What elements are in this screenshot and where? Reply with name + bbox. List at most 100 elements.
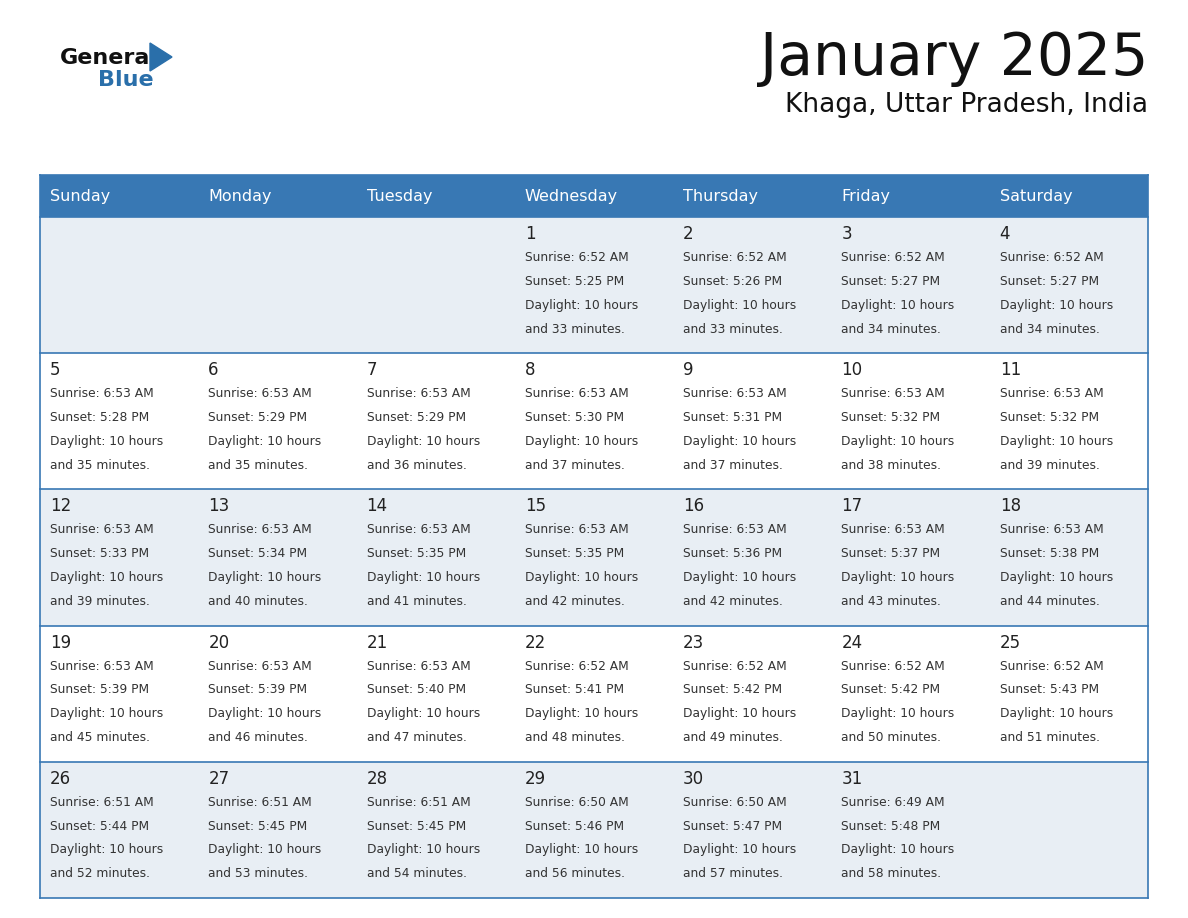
Text: 11: 11 — [1000, 361, 1020, 379]
Text: 4: 4 — [1000, 225, 1010, 243]
Text: Thursday: Thursday — [683, 188, 758, 204]
Text: Sunset: 5:36 PM: Sunset: 5:36 PM — [683, 547, 782, 560]
Text: and 46 minutes.: and 46 minutes. — [208, 731, 308, 744]
Text: Sunset: 5:37 PM: Sunset: 5:37 PM — [841, 547, 941, 560]
Text: Daylight: 10 hours: Daylight: 10 hours — [841, 435, 955, 448]
Text: Daylight: 10 hours: Daylight: 10 hours — [208, 435, 322, 448]
Text: Daylight: 10 hours: Daylight: 10 hours — [208, 571, 322, 584]
Bar — [40, 175, 198, 217]
Bar — [40, 489, 1148, 625]
Text: 15: 15 — [525, 498, 546, 515]
Text: Sunset: 5:28 PM: Sunset: 5:28 PM — [50, 411, 150, 424]
Text: Daylight: 10 hours: Daylight: 10 hours — [50, 571, 163, 584]
Text: Daylight: 10 hours: Daylight: 10 hours — [683, 707, 796, 721]
Text: Sunrise: 6:53 AM: Sunrise: 6:53 AM — [1000, 387, 1104, 400]
Text: 27: 27 — [208, 770, 229, 788]
Text: Sunday: Sunday — [50, 188, 110, 204]
Text: 30: 30 — [683, 770, 704, 788]
Text: Sunrise: 6:52 AM: Sunrise: 6:52 AM — [1000, 251, 1104, 264]
Text: 22: 22 — [525, 633, 546, 652]
Text: Sunset: 5:42 PM: Sunset: 5:42 PM — [683, 683, 782, 697]
Text: Sunrise: 6:52 AM: Sunrise: 6:52 AM — [683, 251, 786, 264]
Text: 21: 21 — [367, 633, 387, 652]
Text: Daylight: 10 hours: Daylight: 10 hours — [50, 844, 163, 856]
Text: Sunrise: 6:51 AM: Sunrise: 6:51 AM — [50, 796, 153, 809]
Text: 23: 23 — [683, 633, 704, 652]
Text: 25: 25 — [1000, 633, 1020, 652]
Text: Sunset: 5:42 PM: Sunset: 5:42 PM — [841, 683, 941, 697]
Text: and 52 minutes.: and 52 minutes. — [50, 868, 150, 880]
Text: Sunrise: 6:53 AM: Sunrise: 6:53 AM — [841, 523, 946, 536]
Text: and 47 minutes.: and 47 minutes. — [367, 731, 467, 744]
Text: Tuesday: Tuesday — [367, 188, 432, 204]
Text: and 49 minutes.: and 49 minutes. — [683, 731, 783, 744]
Text: Daylight: 10 hours: Daylight: 10 hours — [841, 707, 955, 721]
Text: Daylight: 10 hours: Daylight: 10 hours — [525, 298, 638, 312]
Text: and 36 minutes.: and 36 minutes. — [367, 459, 467, 472]
Text: Daylight: 10 hours: Daylight: 10 hours — [525, 435, 638, 448]
Text: 31: 31 — [841, 770, 862, 788]
Text: Daylight: 10 hours: Daylight: 10 hours — [683, 298, 796, 312]
Text: Sunset: 5:43 PM: Sunset: 5:43 PM — [1000, 683, 1099, 697]
Text: Sunset: 5:32 PM: Sunset: 5:32 PM — [841, 411, 941, 424]
Text: Sunrise: 6:52 AM: Sunrise: 6:52 AM — [841, 660, 946, 673]
Text: 14: 14 — [367, 498, 387, 515]
Text: 5: 5 — [50, 361, 61, 379]
Text: Sunset: 5:39 PM: Sunset: 5:39 PM — [208, 683, 308, 697]
Text: Sunrise: 6:50 AM: Sunrise: 6:50 AM — [525, 796, 628, 809]
Text: Sunset: 5:45 PM: Sunset: 5:45 PM — [367, 820, 466, 833]
Text: and 42 minutes.: and 42 minutes. — [683, 595, 783, 608]
Text: Daylight: 10 hours: Daylight: 10 hours — [1000, 298, 1113, 312]
Text: 2: 2 — [683, 225, 694, 243]
Text: and 34 minutes.: and 34 minutes. — [841, 322, 941, 335]
Text: Sunset: 5:46 PM: Sunset: 5:46 PM — [525, 820, 624, 833]
Text: and 39 minutes.: and 39 minutes. — [1000, 459, 1100, 472]
Text: Sunset: 5:27 PM: Sunset: 5:27 PM — [841, 274, 941, 288]
Text: and 48 minutes.: and 48 minutes. — [525, 731, 625, 744]
Text: and 33 minutes.: and 33 minutes. — [683, 322, 783, 335]
Text: 29: 29 — [525, 770, 546, 788]
Text: Sunrise: 6:51 AM: Sunrise: 6:51 AM — [208, 796, 312, 809]
Text: Sunrise: 6:52 AM: Sunrise: 6:52 AM — [1000, 660, 1104, 673]
Text: 20: 20 — [208, 633, 229, 652]
Bar — [514, 175, 674, 217]
Text: 9: 9 — [683, 361, 694, 379]
Text: Sunrise: 6:52 AM: Sunrise: 6:52 AM — [525, 660, 628, 673]
Text: Sunset: 5:26 PM: Sunset: 5:26 PM — [683, 274, 782, 288]
Text: Sunrise: 6:53 AM: Sunrise: 6:53 AM — [367, 523, 470, 536]
Text: 18: 18 — [1000, 498, 1020, 515]
Text: Daylight: 10 hours: Daylight: 10 hours — [50, 707, 163, 721]
Text: Sunrise: 6:53 AM: Sunrise: 6:53 AM — [208, 523, 312, 536]
Text: 26: 26 — [50, 770, 71, 788]
Text: 7: 7 — [367, 361, 377, 379]
Text: Sunset: 5:48 PM: Sunset: 5:48 PM — [841, 820, 941, 833]
Text: and 51 minutes.: and 51 minutes. — [1000, 731, 1100, 744]
Text: January 2025: January 2025 — [759, 30, 1148, 87]
Text: and 56 minutes.: and 56 minutes. — [525, 868, 625, 880]
Text: and 53 minutes.: and 53 minutes. — [208, 868, 308, 880]
Text: Daylight: 10 hours: Daylight: 10 hours — [367, 844, 480, 856]
Text: Sunrise: 6:53 AM: Sunrise: 6:53 AM — [208, 660, 312, 673]
Text: Sunrise: 6:53 AM: Sunrise: 6:53 AM — [841, 387, 946, 400]
Text: and 38 minutes.: and 38 minutes. — [841, 459, 941, 472]
Text: Daylight: 10 hours: Daylight: 10 hours — [208, 844, 322, 856]
Text: General: General — [61, 48, 158, 68]
Text: Daylight: 10 hours: Daylight: 10 hours — [683, 844, 796, 856]
Text: Sunrise: 6:53 AM: Sunrise: 6:53 AM — [50, 523, 153, 536]
Text: Sunrise: 6:53 AM: Sunrise: 6:53 AM — [367, 660, 470, 673]
Text: Daylight: 10 hours: Daylight: 10 hours — [1000, 571, 1113, 584]
Text: Sunset: 5:29 PM: Sunset: 5:29 PM — [367, 411, 466, 424]
Text: Sunset: 5:31 PM: Sunset: 5:31 PM — [683, 411, 782, 424]
Text: and 33 minutes.: and 33 minutes. — [525, 322, 625, 335]
Text: Daylight: 10 hours: Daylight: 10 hours — [1000, 435, 1113, 448]
Text: Daylight: 10 hours: Daylight: 10 hours — [50, 435, 163, 448]
Text: Sunrise: 6:52 AM: Sunrise: 6:52 AM — [841, 251, 946, 264]
Text: 17: 17 — [841, 498, 862, 515]
Text: 24: 24 — [841, 633, 862, 652]
Text: 13: 13 — [208, 498, 229, 515]
Text: Khaga, Uttar Pradesh, India: Khaga, Uttar Pradesh, India — [785, 92, 1148, 118]
Text: Sunrise: 6:50 AM: Sunrise: 6:50 AM — [683, 796, 786, 809]
Text: and 34 minutes.: and 34 minutes. — [1000, 322, 1100, 335]
Text: Sunset: 5:35 PM: Sunset: 5:35 PM — [367, 547, 466, 560]
Bar — [674, 175, 832, 217]
